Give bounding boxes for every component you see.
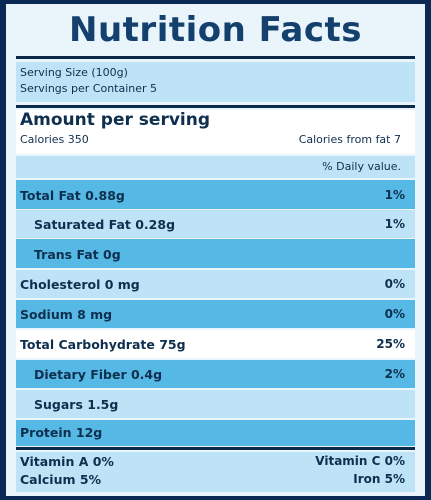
sodium-pct: 0% <box>384 307 405 321</box>
sodium: Sodium 8 mg <box>20 307 113 322</box>
nutrient-row <box>16 239 415 268</box>
nutrition-label: Nutrition Facts Serving Size (100g) Serv… <box>6 4 425 496</box>
daily-value-band <box>16 156 415 178</box>
serving-size: Serving Size (100g) <box>20 66 128 79</box>
nutrient-row <box>16 210 415 238</box>
divider <box>16 56 415 59</box>
servings-per-container: Servings per Container 5 <box>20 82 158 95</box>
vitamin-c: Vitamin C 0% <box>315 454 405 468</box>
nutrient-row <box>16 390 415 418</box>
divider <box>16 447 415 450</box>
iron: Iron 5% <box>353 472 405 486</box>
protein: Protein 12g <box>20 425 103 440</box>
total-fat: Total Fat 0.88g <box>20 188 125 203</box>
saturated-fat: Saturated Fat 0.28g <box>34 217 176 232</box>
trans-fat: Trans Fat 0g <box>34 247 121 262</box>
dietary-fiber: Dietary Fiber 0.4g <box>34 367 163 382</box>
amount-band <box>16 110 415 154</box>
nutrient-row <box>16 180 415 209</box>
serving-band <box>16 62 415 102</box>
daily-value-header: % Daily value. <box>322 160 401 173</box>
dietary-fiber-pct: 2% <box>384 367 405 381</box>
cholesterol: Cholesterol 0 mg <box>20 277 140 292</box>
cholesterol-pct: 0% <box>384 277 405 291</box>
nutrient-row <box>16 330 415 358</box>
vitamins-band <box>16 452 415 492</box>
vitamin-a: Vitamin A 0% <box>20 454 114 469</box>
nutrient-row <box>16 420 415 446</box>
nutrient-row <box>16 300 415 328</box>
calories-from-fat: Calories from fat 7 <box>298 133 401 146</box>
total-fat-pct: 1% <box>384 188 405 202</box>
divider <box>16 105 415 108</box>
nutrient-row <box>16 270 415 298</box>
total-carbohydrate: Total Carbohydrate 75g <box>20 337 186 352</box>
calories: Calories 350 <box>20 133 89 146</box>
calcium: Calcium 5% <box>20 472 102 487</box>
total-carbohydrate-pct: 25% <box>376 337 405 351</box>
nutrient-row <box>16 360 415 388</box>
label-title: Nutrition Facts <box>69 10 362 50</box>
amount-header: Amount per serving <box>20 110 211 130</box>
sugars: Sugars 1.5g <box>34 397 119 412</box>
saturated-fat-pct: 1% <box>384 217 405 231</box>
